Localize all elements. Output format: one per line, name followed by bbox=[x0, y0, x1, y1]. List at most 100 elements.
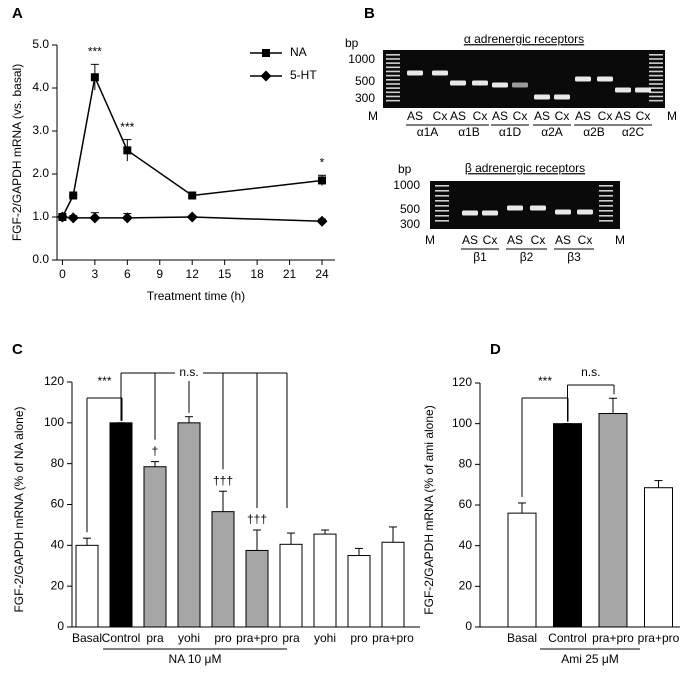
x-tick-label: Control bbox=[102, 631, 141, 645]
ladder-band bbox=[386, 54, 400, 56]
x-tick-label: 9 bbox=[156, 267, 163, 281]
ladder-band bbox=[386, 83, 400, 85]
lane-label: AS bbox=[555, 233, 571, 247]
x-tick-label: 3 bbox=[92, 267, 99, 281]
lane-label: M bbox=[667, 109, 677, 123]
y-tick-label: 120 bbox=[44, 374, 64, 388]
band bbox=[507, 205, 523, 211]
ladder-band bbox=[386, 87, 400, 89]
ladder-band bbox=[386, 66, 400, 69]
size-label: 500 bbox=[400, 202, 420, 216]
bar bbox=[644, 487, 673, 628]
size-label: 300 bbox=[355, 91, 375, 105]
y-tick-label: 80 bbox=[459, 457, 473, 471]
ladder-band bbox=[649, 58, 663, 60]
gel-image bbox=[430, 181, 620, 229]
x-tick-label: Basal bbox=[507, 631, 537, 645]
bar bbox=[177, 422, 201, 628]
gel-group-label: β3 bbox=[567, 250, 581, 264]
ladder-band bbox=[435, 190, 449, 192]
lane-label: Cx bbox=[513, 109, 528, 123]
marker bbox=[188, 191, 197, 200]
gel-group-label: α1B bbox=[458, 125, 480, 139]
ladder-band bbox=[435, 200, 449, 202]
y-tick-label: 2.0 bbox=[32, 166, 49, 180]
marker bbox=[123, 146, 132, 155]
y-tick-label: 5.0 bbox=[32, 37, 49, 51]
band bbox=[512, 82, 528, 88]
band bbox=[575, 76, 591, 82]
ladder-band bbox=[649, 70, 663, 73]
x-tick-label: pro bbox=[350, 631, 368, 645]
size-label: 500 bbox=[355, 74, 375, 88]
ladder-band bbox=[435, 215, 449, 217]
ladder-band bbox=[435, 220, 449, 222]
significance-label: n.s. bbox=[179, 365, 198, 379]
ladder-band bbox=[649, 83, 663, 85]
size-unit: bp bbox=[345, 36, 359, 50]
gel-group-label: α1D bbox=[499, 125, 522, 139]
gel-group-label: α2A bbox=[541, 125, 563, 139]
y-axis-label: FGF-2/GAPDH mRNA (% of ami alone) bbox=[422, 405, 436, 614]
lane-label: AS bbox=[575, 109, 591, 123]
ladder-band bbox=[599, 190, 613, 192]
band bbox=[432, 70, 448, 76]
y-tick-label: 0 bbox=[465, 619, 472, 633]
ladder-band bbox=[649, 62, 663, 64]
y-tick-label: 3.0 bbox=[32, 123, 49, 137]
ladder-band bbox=[599, 195, 613, 197]
x-tick-label: 6 bbox=[124, 267, 131, 281]
band bbox=[577, 209, 593, 215]
ladder-band bbox=[599, 210, 613, 212]
ladder-band bbox=[386, 91, 400, 94]
x-tick-label: pra bbox=[282, 631, 300, 645]
lane-label: Cx bbox=[555, 109, 570, 123]
lane-label: AS bbox=[407, 109, 423, 123]
marker bbox=[121, 212, 133, 224]
significance-label: *** bbox=[538, 374, 552, 388]
gel-group-label: α1A bbox=[417, 125, 439, 139]
significance-label: *** bbox=[120, 120, 134, 134]
y-tick-label: 80 bbox=[51, 456, 65, 470]
x-tick-label: pro bbox=[214, 631, 232, 645]
ladder-band bbox=[386, 95, 400, 98]
lane-label: AS bbox=[534, 109, 550, 123]
lane-label: Cx bbox=[636, 109, 651, 123]
ladder-band bbox=[649, 91, 663, 94]
gel-group-label: α2C bbox=[622, 125, 645, 139]
marker bbox=[260, 70, 272, 82]
bar bbox=[245, 549, 269, 628]
significance-label: ††† bbox=[213, 473, 233, 487]
ladder-band bbox=[386, 79, 400, 81]
marker bbox=[89, 212, 101, 224]
bar bbox=[143, 466, 167, 628]
ladder-band bbox=[599, 220, 613, 222]
y-tick-label: 4.0 bbox=[32, 80, 49, 94]
band bbox=[407, 70, 423, 76]
ladder-band bbox=[599, 200, 613, 202]
y-tick-label: 100 bbox=[452, 416, 472, 430]
y-tick-label: 40 bbox=[459, 538, 473, 552]
bar bbox=[109, 422, 133, 628]
lane-label: AS bbox=[462, 233, 478, 247]
ladder-band bbox=[599, 185, 613, 187]
y-tick-label: 40 bbox=[51, 538, 65, 552]
bar bbox=[553, 423, 582, 628]
significance-label: n.s. bbox=[581, 365, 600, 379]
gel-title: α adrenergic receptors bbox=[464, 32, 584, 46]
significance-label: † bbox=[152, 444, 159, 458]
bar bbox=[279, 543, 303, 628]
band bbox=[450, 80, 466, 86]
x-tick-label: 0 bbox=[59, 267, 66, 281]
bar bbox=[598, 413, 628, 628]
ladder-band bbox=[435, 205, 449, 207]
ladder-band bbox=[649, 66, 663, 69]
size-label: 1000 bbox=[393, 178, 420, 192]
lane-label: M bbox=[368, 109, 378, 123]
marker bbox=[69, 191, 78, 200]
size-label: 300 bbox=[400, 217, 420, 231]
ladder-band bbox=[386, 62, 400, 64]
y-tick-label: 0 bbox=[57, 619, 64, 633]
panel-label: D bbox=[490, 341, 501, 358]
y-tick-label: 120 bbox=[452, 375, 472, 389]
